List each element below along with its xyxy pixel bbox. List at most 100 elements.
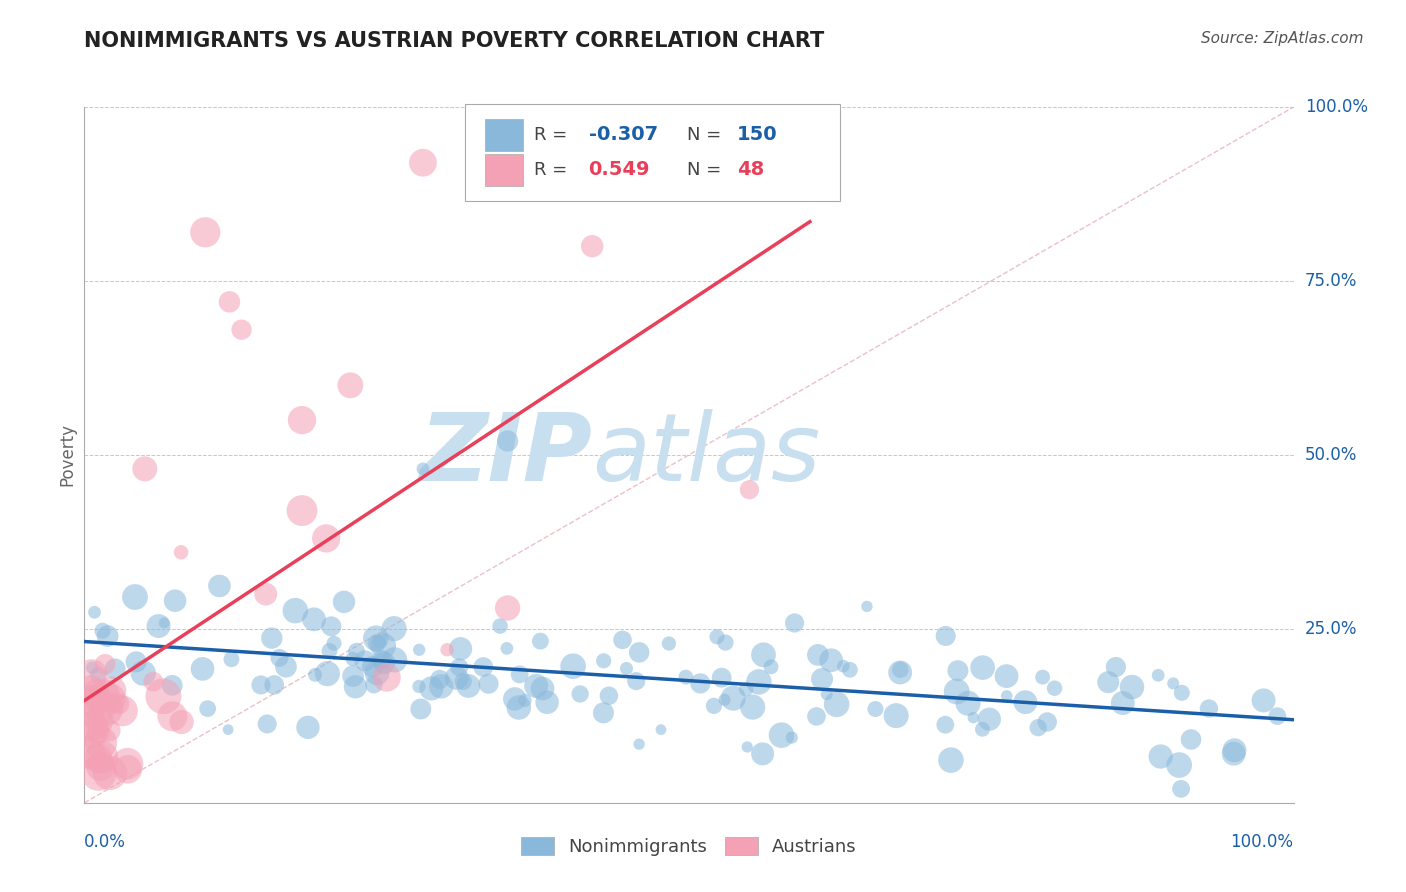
- Point: [132, 666, 155, 681]
- Point: [972, 723, 994, 737]
- Text: NONIMMIGRANTS VS AUSTRIAN POVERTY CORRELATION CHART: NONIMMIGRANTS VS AUSTRIAN POVERTY CORREL…: [84, 31, 824, 51]
- Point: [713, 693, 735, 707]
- Point: [616, 661, 638, 675]
- Point: [90, 736, 112, 750]
- Text: 0.0%: 0.0%: [84, 833, 127, 851]
- Point: [342, 652, 364, 666]
- Point: [87, 668, 110, 682]
- Point: [165, 593, 187, 607]
- Point: [1121, 680, 1143, 694]
- Point: [449, 660, 471, 674]
- Point: [783, 615, 806, 630]
- Point: [98, 765, 121, 780]
- Point: [162, 678, 184, 692]
- Point: [741, 700, 763, 714]
- Point: [104, 662, 127, 676]
- Point: [1161, 676, 1184, 690]
- Text: -0.307: -0.307: [589, 126, 658, 145]
- Text: Source: ZipAtlas.com: Source: ZipAtlas.com: [1201, 31, 1364, 46]
- Point: [496, 601, 519, 615]
- Text: R =: R =: [534, 126, 574, 144]
- Point: [457, 679, 479, 693]
- Point: [825, 698, 848, 712]
- Point: [94, 686, 117, 700]
- Point: [86, 683, 108, 698]
- Point: [780, 731, 803, 745]
- Point: [82, 693, 104, 707]
- Point: [197, 701, 219, 715]
- Point: [1105, 660, 1128, 674]
- Point: [508, 700, 530, 714]
- Point: [274, 659, 297, 673]
- Point: [1267, 709, 1289, 723]
- Point: [430, 679, 453, 693]
- Point: [323, 636, 346, 650]
- Point: [1097, 675, 1119, 690]
- Point: [706, 630, 728, 644]
- Point: [995, 669, 1018, 683]
- Point: [1198, 701, 1220, 715]
- Point: [83, 605, 105, 619]
- Point: [939, 753, 962, 767]
- Point: [100, 691, 122, 706]
- Point: [1026, 721, 1049, 735]
- Point: [124, 590, 146, 604]
- Point: [77, 703, 100, 717]
- Point: [1253, 693, 1275, 707]
- Point: [935, 629, 957, 643]
- Point: [111, 704, 134, 718]
- Point: [375, 671, 398, 685]
- Point: [962, 711, 984, 725]
- Text: 150: 150: [737, 126, 778, 145]
- Legend: Nonimmigrants, Austrians: Nonimmigrants, Austrians: [515, 830, 863, 863]
- Point: [90, 750, 112, 764]
- Point: [450, 641, 472, 656]
- Point: [89, 702, 111, 716]
- Point: [107, 697, 129, 711]
- Point: [496, 434, 519, 448]
- Point: [436, 642, 458, 657]
- Text: N =: N =: [686, 126, 727, 144]
- Point: [408, 643, 430, 657]
- Point: [153, 615, 176, 630]
- Point: [346, 644, 368, 658]
- Point: [807, 648, 830, 662]
- Point: [82, 661, 104, 675]
- Point: [361, 659, 384, 673]
- Point: [297, 720, 319, 734]
- FancyBboxPatch shape: [485, 119, 523, 151]
- Point: [98, 723, 121, 738]
- Point: [1168, 758, 1191, 772]
- Point: [371, 653, 394, 667]
- Point: [366, 665, 388, 680]
- Point: [884, 708, 907, 723]
- Point: [865, 702, 887, 716]
- Point: [384, 653, 406, 667]
- Point: [1171, 686, 1194, 700]
- Point: [751, 747, 773, 761]
- Point: [269, 651, 291, 665]
- Point: [263, 678, 285, 692]
- Point: [995, 689, 1018, 703]
- Point: [321, 619, 343, 633]
- Point: [496, 641, 519, 656]
- Text: 100.0%: 100.0%: [1230, 833, 1294, 851]
- Point: [770, 728, 793, 742]
- Point: [363, 678, 385, 692]
- Point: [221, 652, 243, 666]
- Point: [815, 687, 838, 701]
- Point: [979, 712, 1001, 726]
- Point: [191, 662, 214, 676]
- Point: [364, 632, 387, 646]
- Point: [339, 378, 361, 392]
- Point: [97, 629, 120, 643]
- Point: [972, 660, 994, 674]
- Point: [536, 695, 558, 709]
- Point: [703, 698, 725, 713]
- Point: [87, 765, 110, 780]
- Point: [87, 726, 110, 740]
- Point: [152, 690, 174, 704]
- Point: [125, 655, 148, 669]
- Point: [759, 660, 782, 674]
- Point: [489, 619, 512, 633]
